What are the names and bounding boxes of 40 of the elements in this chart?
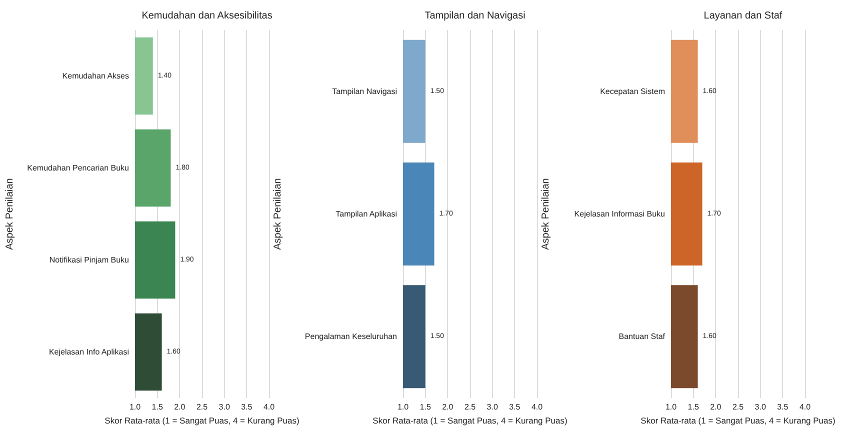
y-tick-label: Tampilan Navigasi: [332, 86, 398, 96]
y-tick-label: Bantuan Staf: [618, 332, 666, 342]
x-tick-label: 2.5: [732, 402, 744, 412]
y-axis-title: Aspek Penilaian: [272, 178, 284, 250]
y-axis-title: Aspek Penilaian: [4, 178, 16, 250]
x-tick-label: 3.5: [509, 402, 521, 412]
x-axis-title: Skor Rata-rata (1 = Sangat Puas, 4 = Kurang Puas): [104, 416, 300, 426]
y-tick-label: Kemudahan Akses: [62, 72, 129, 80]
y-tick-label: Pengalaman Keseluruhan: [304, 332, 397, 342]
y-tick-label: Kemudahan Pencarian Buku: [27, 164, 129, 172]
x-tick-label: 1.5: [688, 402, 700, 412]
y-tick-label: Kecepatan Sistem: [600, 86, 666, 96]
x-tick-label: 1.0: [129, 402, 142, 412]
x-tick-label: 2.0: [442, 402, 454, 412]
chart-title: Kemudahan dan Aksesibilitas: [142, 10, 272, 22]
x-tick-label: 1.5: [420, 402, 432, 412]
x-tick-label: 2.5: [464, 402, 476, 412]
y-axis-title: Aspek Penilaian: [540, 178, 552, 250]
x-tick-label: 3.5: [777, 402, 789, 412]
x-axis-title: Skor Rata-rata (1 = Sangat Puas, 4 = Kurang Puas): [372, 416, 568, 426]
x-tick-label: 3.0: [754, 402, 766, 412]
y-tick-label: Kejelasan Informasi Buku: [574, 210, 665, 218]
x-tick-label: 1.0: [665, 402, 678, 412]
y-tick-label: Kejelasan Info Aplikasi: [48, 348, 130, 356]
x-tick-label: 3.0: [486, 402, 498, 412]
chart-title: Tampilan dan Navigasi: [424, 10, 526, 22]
x-tick-label: 1.0: [397, 402, 410, 412]
x-axis-title: Skor Rata-rata (1 = Sangat Puas, 4 = Kurang Puas): [640, 416, 836, 426]
x-tick-label: 4.0: [531, 402, 544, 412]
x-tick-label: 1.5: [152, 402, 164, 412]
x-tick-label: 2.0: [174, 402, 186, 412]
x-tick-label: 2.0: [710, 402, 722, 412]
y-tick-label: Tampilan Aplikasi: [336, 210, 398, 218]
y-tick-label: Notifikasi Pinjam Buku: [49, 256, 129, 264]
x-tick-label: 3.5: [241, 402, 253, 412]
x-tick-label: 4.0: [799, 402, 812, 412]
x-tick-label: 2.5: [196, 402, 208, 412]
chart-title: Layanan dan Staf: [704, 10, 782, 22]
x-tick-label: 4.0: [263, 402, 276, 412]
x-tick-label: 3.0: [218, 402, 230, 412]
